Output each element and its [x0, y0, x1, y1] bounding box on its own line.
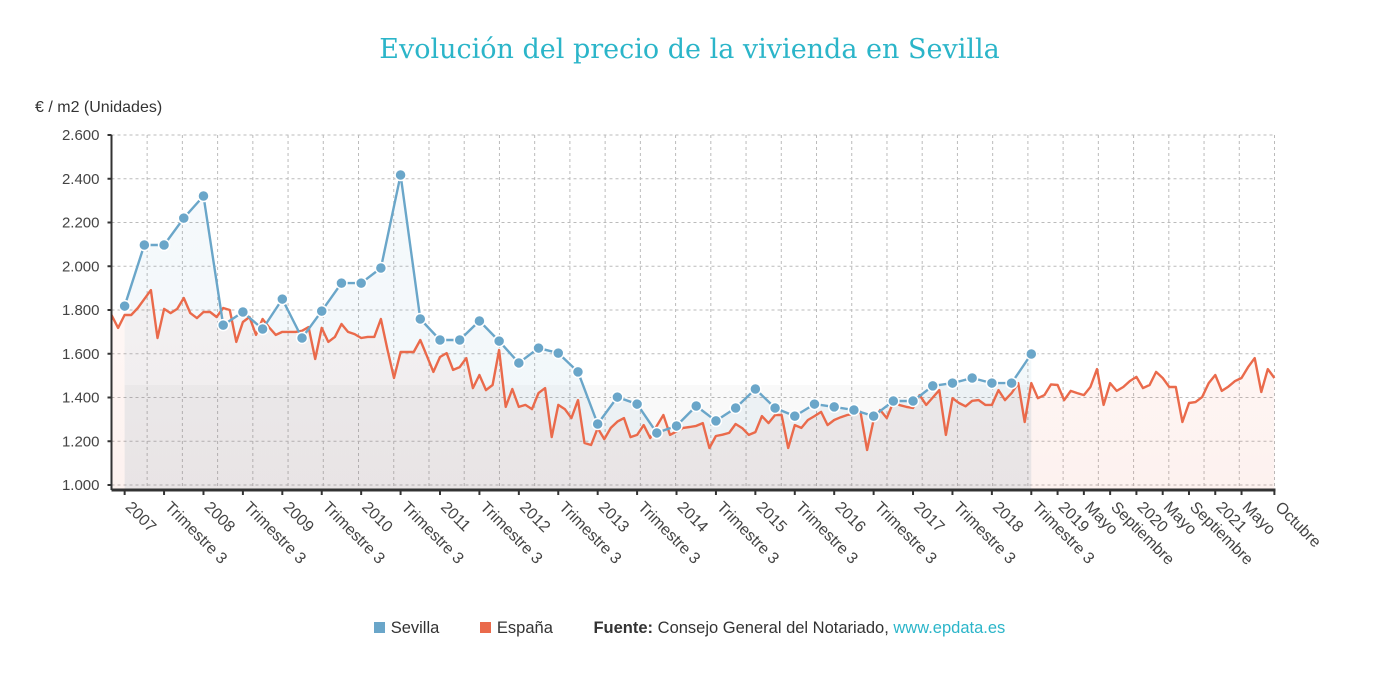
- y-tick-label: 2.400: [62, 171, 100, 188]
- sevilla-point: [512, 356, 526, 370]
- sevilla-point: [492, 334, 506, 348]
- legend-label-espana: España: [496, 619, 553, 637]
- y-tick-label: 1.800: [62, 302, 100, 319]
- sevilla-point: [630, 397, 644, 411]
- legend-label-sevilla: Sevilla: [390, 619, 440, 637]
- y-tick-label: 1.000: [62, 477, 100, 494]
- y-tick-label: 1.600: [62, 346, 100, 363]
- legend-item-espana[interactable]: España: [479, 619, 553, 638]
- sevilla-point: [532, 341, 545, 355]
- sevilla-point: [118, 299, 131, 313]
- sevilla-point: [827, 400, 841, 414]
- sevilla-point: [236, 305, 250, 319]
- sevilla-point: [650, 426, 664, 440]
- sevilla-point: [571, 365, 585, 379]
- source-text: Consejo General del Notariado,: [657, 619, 889, 637]
- sevilla-point: [611, 390, 624, 404]
- y-tick-label: 1.200: [62, 433, 100, 450]
- sevilla-point: [985, 376, 999, 390]
- y-tick-label: 2.600: [62, 127, 100, 144]
- sevilla-point: [768, 401, 782, 415]
- sevilla-point: [906, 394, 920, 408]
- source-label: Fuente:: [593, 619, 654, 637]
- x-tick-label: 2007: [122, 499, 159, 536]
- sevilla-point: [926, 379, 939, 393]
- sevilla-point: [965, 371, 979, 385]
- source-link[interactable]: www.epdata.es: [893, 619, 1006, 637]
- sevilla-point: [552, 346, 565, 360]
- sevilla-point: [138, 238, 151, 252]
- sevilla-point: [709, 414, 723, 428]
- sevilla-point: [197, 189, 210, 203]
- sevilla-point: [591, 417, 604, 431]
- sevilla-point: [433, 333, 447, 347]
- sevilla-point: [414, 312, 427, 326]
- sevilla-point: [749, 382, 762, 396]
- chart-title: Evolución del precio de la vivienda en S…: [379, 34, 1000, 65]
- source-note: Fuente: Consejo General del Notariado, w…: [593, 619, 1005, 637]
- y-axis-label: € / m2 (Unidades): [35, 99, 163, 116]
- sevilla-point: [808, 397, 821, 411]
- y-tick-label: 1.400: [62, 390, 100, 407]
- sevilla-point: [1005, 376, 1018, 390]
- sevilla-point: [177, 211, 191, 225]
- sevilla-point: [256, 322, 269, 336]
- sevilla-point: [295, 331, 309, 345]
- espana-swatch: [479, 622, 491, 633]
- sevilla-point: [729, 401, 742, 415]
- sevilla-point: [689, 399, 703, 413]
- sevilla-swatch: [373, 622, 385, 633]
- sevilla-point: [946, 376, 959, 390]
- x-tick-label: Octubre: [1272, 499, 1324, 551]
- y-tick-label: 2.000: [62, 258, 100, 275]
- sevilla-point: [847, 403, 861, 417]
- series-lines: [110, 168, 1276, 452]
- sevilla-point: [1025, 347, 1038, 361]
- y-tick-label: 2.200: [62, 215, 100, 232]
- sevilla-point: [216, 318, 230, 332]
- sevilla-point: [473, 314, 486, 328]
- sevilla-point: [453, 333, 466, 347]
- sevilla-point: [354, 276, 368, 290]
- sevilla-point: [670, 419, 683, 433]
- sevilla-point: [887, 394, 900, 408]
- sevilla-point: [788, 409, 802, 423]
- legend-item-sevilla[interactable]: Sevilla: [373, 619, 440, 638]
- espana-line: [110, 288, 1276, 452]
- x-tick-label: 2011: [437, 499, 473, 535]
- sevilla-point: [335, 276, 348, 290]
- sevilla-point: [867, 409, 880, 423]
- sevilla-point: [315, 304, 328, 318]
- sevilla-point: [157, 238, 171, 252]
- sevilla-point: [394, 168, 407, 182]
- legend: Sevilla España Fuente: Consejo General d…: [0, 619, 1379, 638]
- sevilla-point: [374, 261, 388, 275]
- sevilla-point: [276, 292, 289, 306]
